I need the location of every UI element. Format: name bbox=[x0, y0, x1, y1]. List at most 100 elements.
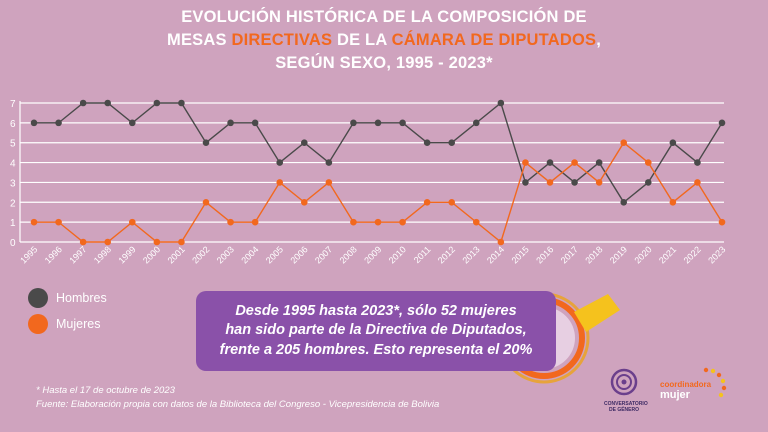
data-point-mujeres bbox=[448, 198, 456, 206]
data-point-mujeres bbox=[718, 218, 726, 226]
legend-item-mujeres: Mujeres bbox=[28, 312, 107, 336]
data-point-mujeres bbox=[227, 218, 234, 226]
callout-line-2: han sido parte de la Directiva de Diputa… bbox=[225, 322, 527, 339]
x-tick-label: 2012 bbox=[436, 244, 457, 265]
x-tick-label: 1999 bbox=[116, 244, 137, 265]
x-tick-label: 2009 bbox=[362, 244, 383, 265]
data-point-mujeres bbox=[423, 198, 431, 206]
data-point-hombres bbox=[571, 179, 578, 186]
data-point-hombres bbox=[399, 119, 406, 127]
x-tick-label: 1998 bbox=[92, 244, 113, 265]
chart-title: EVOLUCIÓN HISTÓRICA DE LA COMPOSICIÓN DE… bbox=[0, 6, 768, 75]
data-point-mujeres bbox=[300, 198, 308, 206]
data-point-hombres bbox=[595, 159, 603, 166]
x-tick-label: 2007 bbox=[313, 244, 334, 265]
data-point-mujeres bbox=[325, 179, 333, 186]
data-point-hombres bbox=[718, 119, 726, 127]
conversatorio-logo-line-1: CONVERSATORIO bbox=[604, 401, 648, 407]
data-point-mujeres bbox=[104, 238, 112, 246]
coordinadora-logo-small: coordinadora bbox=[660, 380, 712, 389]
legend-label-mujeres: Mujeres bbox=[56, 317, 101, 331]
series-line-hombres bbox=[34, 101, 723, 204]
data-point-mujeres bbox=[128, 218, 136, 226]
x-tick-label: 2023 bbox=[706, 244, 727, 265]
x-tick-label: 2019 bbox=[608, 244, 629, 265]
x-tick-label: 2022 bbox=[682, 244, 703, 265]
title-text: DE LA bbox=[332, 31, 392, 49]
y-tick-label: 2 bbox=[10, 198, 16, 209]
data-point-mujeres bbox=[251, 218, 259, 226]
callout-text: Desde 1995 hasta 2023*, sólo 52 mujeres … bbox=[220, 302, 533, 361]
x-tick-label: 2018 bbox=[583, 244, 604, 265]
legend-marker-mujeres bbox=[28, 314, 48, 334]
title-line-3: SEGÚN SEXO, 1995 - 2023* bbox=[275, 54, 493, 72]
title-highlight-directivas: DIRECTIVAS bbox=[231, 31, 333, 49]
data-point-hombres bbox=[694, 159, 701, 166]
data-point-hombres bbox=[350, 119, 357, 127]
title-line-2: MESAS DIRECTIVAS DE LA CÁMARA DE DIPUTAD… bbox=[0, 29, 768, 52]
data-point-hombres bbox=[128, 119, 136, 127]
x-tick-label: 2008 bbox=[338, 244, 359, 265]
data-point-mujeres bbox=[79, 238, 87, 246]
title-text: , bbox=[596, 31, 601, 49]
source-note: Fuente: Elaboración propia con datos de … bbox=[36, 399, 440, 410]
x-tick-label: 2001 bbox=[166, 244, 187, 265]
data-point-mujeres bbox=[694, 179, 701, 186]
x-tick-label: 2013 bbox=[460, 244, 481, 265]
x-tick-label: 1997 bbox=[67, 244, 88, 265]
data-point-mujeres bbox=[546, 179, 554, 186]
x-tick-label: 2011 bbox=[412, 244, 433, 265]
data-point-mujeres bbox=[153, 238, 161, 246]
data-point-hombres bbox=[79, 99, 87, 107]
data-point-mujeres bbox=[620, 139, 628, 147]
data-point-mujeres bbox=[202, 198, 210, 206]
series-line-mujeres bbox=[34, 141, 723, 244]
notes: * Hasta el 17 de octubre de 2023 Fuente:… bbox=[36, 384, 439, 412]
title-text: MESAS bbox=[167, 31, 232, 49]
y-tick-label: 5 bbox=[10, 139, 16, 150]
data-point-hombres bbox=[202, 139, 210, 147]
legend-marker-hombres bbox=[28, 288, 48, 308]
x-tick-label: 2000 bbox=[141, 244, 162, 265]
coordinadora-logo-dots bbox=[703, 367, 727, 398]
x-tick-label: 2003 bbox=[215, 244, 236, 265]
y-tick-label: 0 bbox=[10, 238, 16, 249]
data-point-hombres bbox=[546, 159, 554, 166]
data-point-hombres bbox=[178, 99, 185, 107]
data-point-hombres bbox=[276, 159, 284, 166]
conversatorio-logo-icon bbox=[610, 368, 638, 396]
data-point-hombres bbox=[300, 139, 308, 147]
data-point-mujeres bbox=[571, 159, 578, 166]
data-point-hombres bbox=[104, 99, 112, 107]
deco-handle bbox=[574, 294, 620, 332]
x-tick-label: 1996 bbox=[43, 244, 64, 265]
legend-item-hombres: Hombres bbox=[28, 286, 107, 310]
data-point-hombres bbox=[325, 159, 333, 166]
x-tick-label: 2020 bbox=[632, 244, 653, 265]
data-point-mujeres bbox=[55, 218, 62, 226]
data-point-hombres bbox=[55, 119, 62, 127]
callout-line-3: frente a 205 hombres. Esto representa el… bbox=[219, 341, 533, 358]
data-point-hombres bbox=[669, 139, 677, 147]
x-tick-label: 2014 bbox=[485, 244, 506, 265]
data-point-mujeres bbox=[178, 238, 185, 246]
x-tick-label: 2015 bbox=[510, 244, 531, 265]
x-tick-label: 2002 bbox=[190, 244, 211, 265]
y-tick-label: 6 bbox=[10, 119, 16, 130]
title-highlight-camara: CÁMARA DE DIPUTADOS bbox=[391, 31, 597, 49]
y-tick-label: 7 bbox=[10, 99, 16, 110]
footnote: * Hasta el 17 de octubre de 2023 bbox=[36, 385, 175, 396]
data-point-mujeres bbox=[497, 238, 505, 246]
data-point-mujeres bbox=[350, 218, 357, 226]
line-chart: 0 1 2 3 4 5 6 7 1995 1996 1997 1998 1999 2000 2001 2002… bbox=[10, 99, 727, 266]
data-point-hombres bbox=[472, 119, 480, 127]
coordinadora-logo-big: mujer bbox=[660, 389, 690, 401]
data-point-hombres bbox=[30, 119, 38, 127]
x-tick-label: 2006 bbox=[288, 244, 309, 265]
data-point-hombres bbox=[374, 119, 382, 127]
x-tick-label: 1995 bbox=[18, 244, 39, 265]
data-point-mujeres bbox=[276, 179, 284, 186]
data-point-hombres bbox=[448, 139, 456, 147]
data-point-hombres bbox=[497, 99, 505, 107]
data-point-mujeres bbox=[669, 198, 677, 206]
